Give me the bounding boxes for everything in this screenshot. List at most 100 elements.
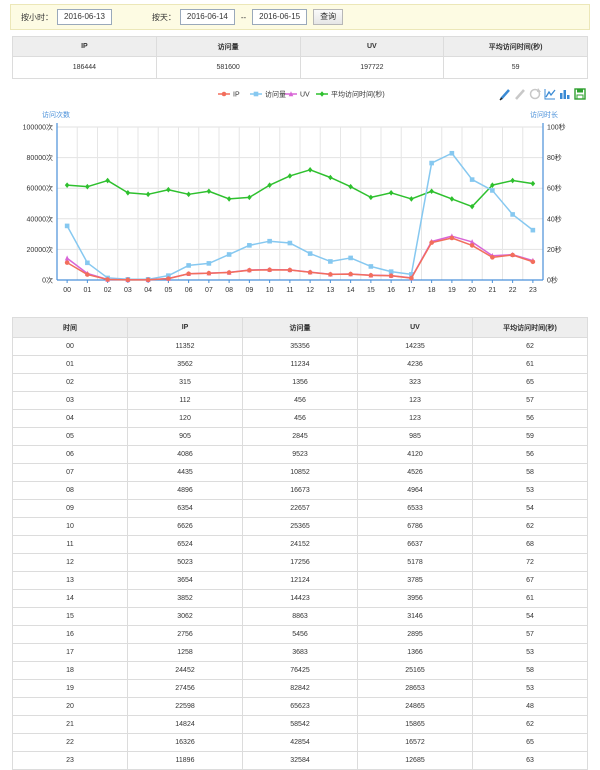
x-tick-label: 17 xyxy=(407,287,415,294)
bar-chart-icon[interactable] xyxy=(560,90,570,99)
table-cell: 68 xyxy=(472,535,588,554)
x-tick-label: 07 xyxy=(205,287,213,294)
data-point-0 xyxy=(247,267,252,273)
pencil-icon[interactable] xyxy=(499,89,510,101)
summary-header-pv: 访问量 xyxy=(155,36,301,57)
data-point-0 xyxy=(186,271,191,277)
summary-header-avg-time: 平均访问时间(秒) xyxy=(443,36,588,57)
data-point-3 xyxy=(64,182,70,188)
filter-bar: 按小时： 2016-06-13 按天： 2016-06-14 -- 2016-0… xyxy=(10,4,590,30)
eraser-icon[interactable] xyxy=(515,89,525,100)
table-cell: 5456 xyxy=(242,625,358,644)
x-tick-label: 10 xyxy=(266,287,274,294)
legend-label-0: IP xyxy=(233,92,240,99)
table-cell: 3683 xyxy=(242,643,358,662)
data-point-0 xyxy=(510,252,515,258)
data-point-0 xyxy=(429,240,434,245)
left-tick-label: 20000次 xyxy=(27,245,53,254)
table-cell: 2845 xyxy=(242,427,358,446)
table-cell: 08 xyxy=(12,481,128,500)
table-cell: 42854 xyxy=(242,733,358,752)
table-row: 10 6626 25365 6786 62 xyxy=(12,517,588,536)
table-cell: 00 xyxy=(12,337,128,356)
table-cell: 01 xyxy=(12,355,128,374)
legend-label-2: UV xyxy=(300,92,310,99)
table-row: 22 16326 42854 16572 65 xyxy=(12,733,588,752)
data-point-0 xyxy=(348,271,353,277)
table-cell: 323 xyxy=(357,373,473,392)
table-row: 04 120 456 123 56 xyxy=(12,409,588,428)
table-row: 00 11352 35356 14235 62 xyxy=(12,337,588,356)
table-cell: 61 xyxy=(472,355,588,374)
end-date-input[interactable]: 2016-06-15 xyxy=(252,9,308,25)
x-tick-label: 15 xyxy=(367,287,375,294)
hour-date-input[interactable]: 2016-06-13 xyxy=(57,9,112,25)
query-button[interactable]: 查询 xyxy=(313,9,344,25)
table-cell: 06 xyxy=(12,445,128,464)
table-cell: 12 xyxy=(12,553,128,572)
table-cell: 4964 xyxy=(357,481,473,500)
data-point-1 xyxy=(64,223,70,229)
x-tick-label: 08 xyxy=(225,287,233,294)
table-cell: 15 xyxy=(12,607,128,626)
table-cell: 3956 xyxy=(357,589,473,608)
data-point-1 xyxy=(267,238,272,244)
data-point-1 xyxy=(348,255,353,261)
table-cell: 13 xyxy=(12,571,128,590)
table-row: 09 6354 22657 6533 54 xyxy=(12,499,588,518)
x-tick-label: 02 xyxy=(104,287,112,294)
table-cell: 14824 xyxy=(127,715,243,734)
data-point-3 xyxy=(429,188,434,195)
traffic-chart: 访问次数 访问时长 100000次 80000次 60000次 40000次 20000次 0… xyxy=(0,84,600,304)
data-point-0 xyxy=(287,267,293,273)
hourly-table-body: 00 11352 35356 14235 62 01 3562 11234 4236 61 02 31… xyxy=(12,337,588,770)
table-cell: 67 xyxy=(472,571,588,590)
table-cell: 6786 xyxy=(357,517,473,536)
x-tick-label: 22 xyxy=(509,287,517,294)
table-row: 01 3562 11234 4236 61 xyxy=(12,355,588,374)
hourly-table-header: 时间 IP 访问量 UV 平均访问时间(秒) xyxy=(12,317,588,338)
data-point-1 xyxy=(490,188,495,193)
table-cell: 09 xyxy=(12,499,128,518)
table-cell: 48 xyxy=(472,697,588,716)
table-cell: 3562 xyxy=(127,355,243,374)
table-cell: 1258 xyxy=(127,643,243,662)
table-row: 21 14824 58542 15865 62 xyxy=(12,715,588,734)
data-point-1 xyxy=(166,273,171,278)
left-tick-label: 100000次 xyxy=(23,123,53,132)
hourly-header-2: 访问量 xyxy=(242,317,358,338)
table-cell: 4236 xyxy=(357,355,473,374)
table-cell: 56 xyxy=(472,445,588,464)
table-cell: 65 xyxy=(472,373,588,392)
table-cell: 28653 xyxy=(357,679,473,698)
data-point-3 xyxy=(186,191,191,198)
start-date-input[interactable]: 2016-06-14 xyxy=(179,9,235,25)
data-point-3 xyxy=(307,167,313,173)
table-cell: 8863 xyxy=(242,607,358,626)
icon-part xyxy=(500,89,510,100)
line-chart-icon[interactable] xyxy=(544,89,556,100)
icon-part xyxy=(544,89,555,100)
legend-marker-3 xyxy=(319,91,325,97)
refresh-icon[interactable] xyxy=(529,88,542,100)
save-icon[interactable] xyxy=(574,88,586,100)
data-point-3 xyxy=(328,174,333,181)
data-point-0 xyxy=(206,270,212,276)
table-cell: 19 xyxy=(12,679,128,698)
table-cell: 456 xyxy=(242,409,358,428)
table-cell: 12124 xyxy=(242,571,358,590)
series-line-3 xyxy=(67,169,533,208)
right-tick-label: 80秒 xyxy=(547,153,562,162)
x-tick-label: 23 xyxy=(529,287,537,294)
table-cell: 17 xyxy=(12,643,128,662)
data-point-0 xyxy=(490,255,495,260)
data-point-2 xyxy=(64,255,70,261)
hourly-header-1: IP xyxy=(127,317,243,338)
table-cell: 27456 xyxy=(127,679,243,698)
icon-part xyxy=(577,89,583,93)
summary-value-pv: 581600 xyxy=(155,56,301,79)
traffic-chart-svg: 访问次数 访问时长100000次80000次60000次40000次20000次0… xyxy=(23,88,586,294)
table-cell: 25165 xyxy=(357,661,473,680)
table-cell: 315 xyxy=(127,373,243,392)
data-point-0 xyxy=(85,272,90,277)
